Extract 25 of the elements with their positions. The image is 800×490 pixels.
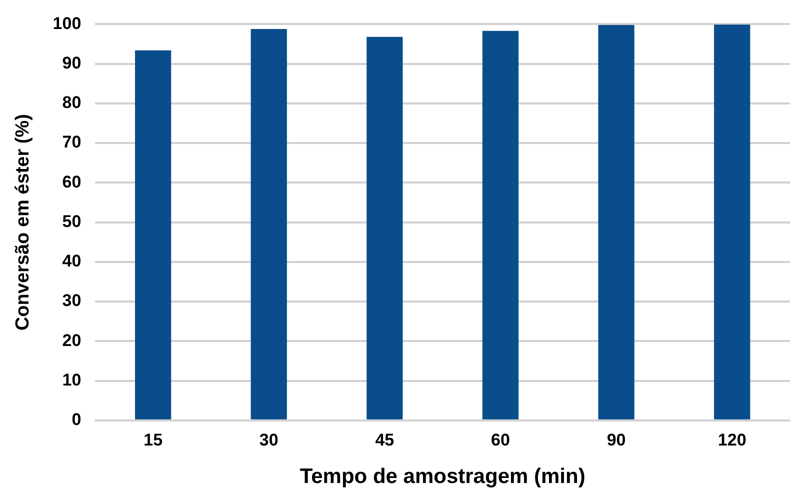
x-tick-label: 30 [259, 430, 278, 450]
y-tick-label: 60 [62, 172, 82, 192]
bar [714, 24, 750, 420]
bar [366, 36, 403, 420]
x-tick-label: 60 [491, 430, 510, 450]
y-tick-label: 30 [62, 291, 82, 310]
y-tick-label: 50 [62, 212, 82, 231]
y-tick-label: 20 [62, 330, 82, 350]
y-tick-label: 90 [62, 54, 82, 73]
y-tick-label: 40 [62, 252, 82, 271]
y-tick-label: 70 [62, 132, 82, 152]
bar [482, 30, 519, 420]
bar [135, 50, 172, 420]
x-tick-label: 120 [718, 430, 746, 450]
bar [250, 28, 287, 420]
x-tick-label: 45 [375, 430, 394, 450]
y-tick-label: 80 [62, 93, 82, 112]
y-tick-label: 10 [62, 370, 82, 390]
y-axis-title: Conversão em éster (%) [12, 114, 34, 331]
x-tick-label: 15 [144, 430, 163, 450]
bar [598, 24, 634, 420]
y-tick-label: 100 [52, 14, 82, 33]
x-axis-title: Tempo de amostragem (min) [300, 465, 586, 488]
y-tick-label: 0 [72, 410, 82, 430]
x-tick-label: 90 [606, 430, 626, 450]
